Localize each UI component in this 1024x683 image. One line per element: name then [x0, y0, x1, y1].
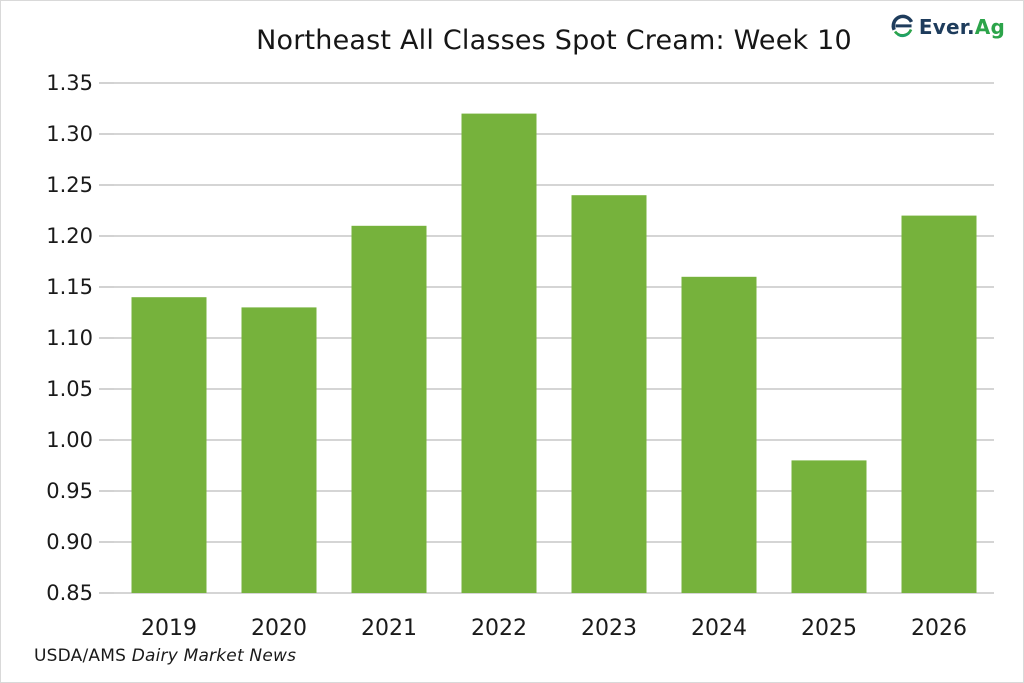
y-axis-label: 1.30 [46, 122, 93, 146]
bar-2020 [241, 307, 317, 593]
x-axis-label: 2026 [911, 616, 967, 641]
bar-2026 [901, 215, 977, 593]
everag-logo-text-prefix: Ever. [918, 14, 975, 39]
bar-2019 [131, 297, 207, 593]
bar-2022 [461, 113, 537, 593]
y-axis-label: 1.05 [46, 377, 93, 401]
x-axis-label: 2020 [251, 616, 307, 641]
everag-logo-text-suffix: Ag [974, 14, 1005, 39]
everag-logo-text: Ever.Ag [919, 15, 1005, 39]
bar-2021 [351, 225, 427, 594]
x-axis-label: 2025 [801, 616, 857, 641]
bar-2025 [791, 460, 867, 593]
bar-2024 [681, 276, 757, 593]
y-axis-label: 1.35 [46, 71, 93, 95]
y-axis-label: 1.25 [46, 173, 93, 197]
x-axis-label: 2024 [691, 616, 747, 641]
x-axis-label: 2023 [581, 616, 637, 641]
y-axis-label: 1.10 [46, 326, 93, 350]
source-note-plain: USDA/AMS [34, 646, 127, 666]
y-axis-label: 1.20 [46, 224, 93, 248]
y-axis-label: 0.95 [46, 479, 93, 503]
chart-title: Northeast All Classes Spot Cream: Week 1… [256, 25, 852, 56]
y-axis-label: 1.15 [46, 275, 93, 299]
everag-leaf-globe-icon [891, 14, 913, 38]
y-axis-label: 0.85 [46, 581, 93, 605]
x-axis-label: 2022 [471, 616, 527, 641]
x-axis-label: 2021 [361, 616, 417, 641]
y-axis-label: 0.90 [46, 530, 93, 554]
bar-2023 [571, 195, 647, 593]
y-axis-label: 1.00 [46, 428, 93, 452]
source-note-italic: Dairy Market News [131, 646, 297, 666]
source-note: USDA/AMS Dairy Market News [34, 646, 296, 666]
everag-logo: Ever.Ag [889, 13, 1005, 40]
x-axis-label: 2019 [141, 616, 197, 641]
